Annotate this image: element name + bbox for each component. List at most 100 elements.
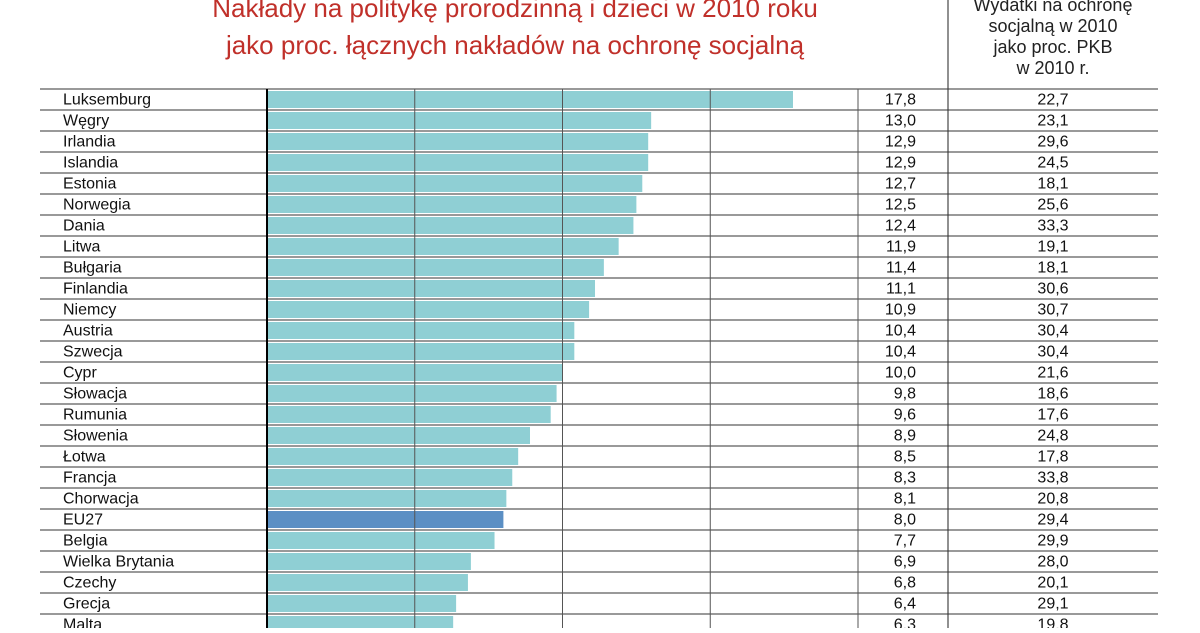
value-label: 6,8 — [894, 575, 916, 592]
bar — [267, 532, 495, 549]
bar — [267, 490, 507, 507]
value-label: 13,0 — [885, 113, 916, 130]
bar — [267, 322, 575, 339]
category-label: Rumunia — [63, 407, 127, 424]
value-label: 10,9 — [885, 302, 916, 319]
value-label: 10,0 — [885, 365, 916, 382]
value-label: 8,3 — [894, 470, 916, 487]
table-value: 33,8 — [1037, 470, 1068, 487]
value-label: 11,4 — [886, 260, 916, 277]
table-value: 17,8 — [1037, 449, 1068, 466]
table-value: 30,4 — [1037, 344, 1068, 361]
table-value: 29,6 — [1037, 134, 1068, 151]
bar — [267, 469, 513, 486]
table-value: 20,1 — [1037, 575, 1068, 592]
bar — [267, 427, 530, 444]
category-label: EU27 — [63, 512, 103, 529]
table-value: 30,4 — [1037, 323, 1068, 340]
bar — [267, 154, 649, 171]
category-label: Słowacja — [63, 386, 127, 403]
chart-title: Nakłady na politykę prorodzinną i dzieci… — [212, 0, 818, 23]
table-value: 33,3 — [1037, 218, 1068, 235]
value-label: 11,9 — [886, 239, 916, 256]
table-value: 17,6 — [1037, 407, 1068, 424]
table-value: 18,6 — [1037, 386, 1068, 403]
category-label: Łotwa — [63, 449, 106, 466]
chart-title: jako proc. łącznych nakładów na ochronę … — [225, 30, 805, 60]
table-value: 24,8 — [1037, 428, 1068, 445]
table-value: 30,7 — [1037, 302, 1068, 319]
bar — [267, 574, 468, 591]
bar — [267, 280, 596, 297]
category-label: Słowenia — [63, 428, 128, 445]
table-value: 23,1 — [1037, 113, 1068, 130]
value-label: 6,4 — [894, 596, 916, 613]
column-header: jako proc. PKB — [992, 37, 1112, 57]
table-value: 21,6 — [1037, 365, 1068, 382]
bar — [267, 196, 637, 213]
category-label: Francja — [63, 470, 116, 487]
value-label: 9,8 — [894, 386, 916, 403]
category-label: Litwa — [63, 239, 100, 256]
value-label: 12,7 — [885, 176, 916, 193]
category-label: Islandia — [63, 155, 118, 172]
category-label: Węgry — [63, 113, 109, 130]
bar — [267, 406, 551, 423]
value-label: 10,4 — [885, 323, 916, 340]
category-label: Grecja — [63, 596, 110, 613]
value-label: 12,9 — [885, 155, 916, 172]
table-value: 19,1 — [1037, 239, 1068, 256]
category-label: Niemcy — [63, 302, 116, 319]
bar — [267, 133, 649, 150]
category-label: Estonia — [63, 176, 116, 193]
table-value: 24,5 — [1037, 155, 1068, 172]
value-label: 6,9 — [894, 554, 916, 571]
category-label: Malta — [63, 617, 102, 628]
value-label: 12,9 — [885, 134, 916, 151]
value-label: 11,1 — [886, 281, 916, 298]
value-label: 9,6 — [894, 407, 916, 424]
category-label: Szwecja — [63, 344, 123, 361]
category-label: Dania — [63, 218, 105, 235]
value-label: 6,3 — [894, 617, 916, 628]
table-value: 29,4 — [1037, 512, 1068, 529]
table-value: 25,6 — [1037, 197, 1068, 214]
table-value: 30,6 — [1037, 281, 1068, 298]
value-label: 10,4 — [885, 344, 916, 361]
category-label: Austria — [63, 323, 113, 340]
bar — [267, 616, 454, 633]
category-label: Belgia — [63, 533, 108, 550]
table-value: 18,1 — [1037, 176, 1068, 193]
category-label: Luksemburg — [63, 92, 151, 109]
value-label: 8,1 — [894, 491, 916, 508]
bar — [267, 448, 519, 465]
value-label: 8,9 — [894, 428, 916, 445]
bar — [267, 259, 604, 276]
table-value: 22,7 — [1037, 92, 1068, 109]
bar — [267, 343, 575, 360]
category-label: Wielka Brytania — [63, 554, 174, 571]
table-value: 18,1 — [1037, 260, 1068, 277]
bar — [267, 301, 590, 318]
column-header: w 2010 r. — [1015, 58, 1089, 78]
value-label: 8,0 — [894, 512, 916, 529]
category-label: Cypr — [63, 365, 97, 382]
bar — [267, 595, 457, 612]
bar — [267, 238, 619, 255]
bar — [267, 217, 634, 234]
value-label: 12,4 — [885, 218, 916, 235]
category-label: Norwegia — [63, 197, 131, 214]
value-label: 8,5 — [894, 449, 916, 466]
bar — [267, 112, 652, 129]
category-label: Bułgaria — [63, 260, 122, 277]
column-header: Wydatki na ochronę — [974, 0, 1133, 15]
category-label: Chorwacja — [63, 491, 139, 508]
bar — [267, 175, 643, 192]
table-value: 28,0 — [1037, 554, 1068, 571]
table-value: 29,9 — [1037, 533, 1068, 550]
table-value: 29,1 — [1037, 596, 1068, 613]
bar — [267, 553, 471, 570]
value-label: 12,5 — [885, 197, 916, 214]
column-header: socjalną w 2010 — [988, 16, 1117, 36]
